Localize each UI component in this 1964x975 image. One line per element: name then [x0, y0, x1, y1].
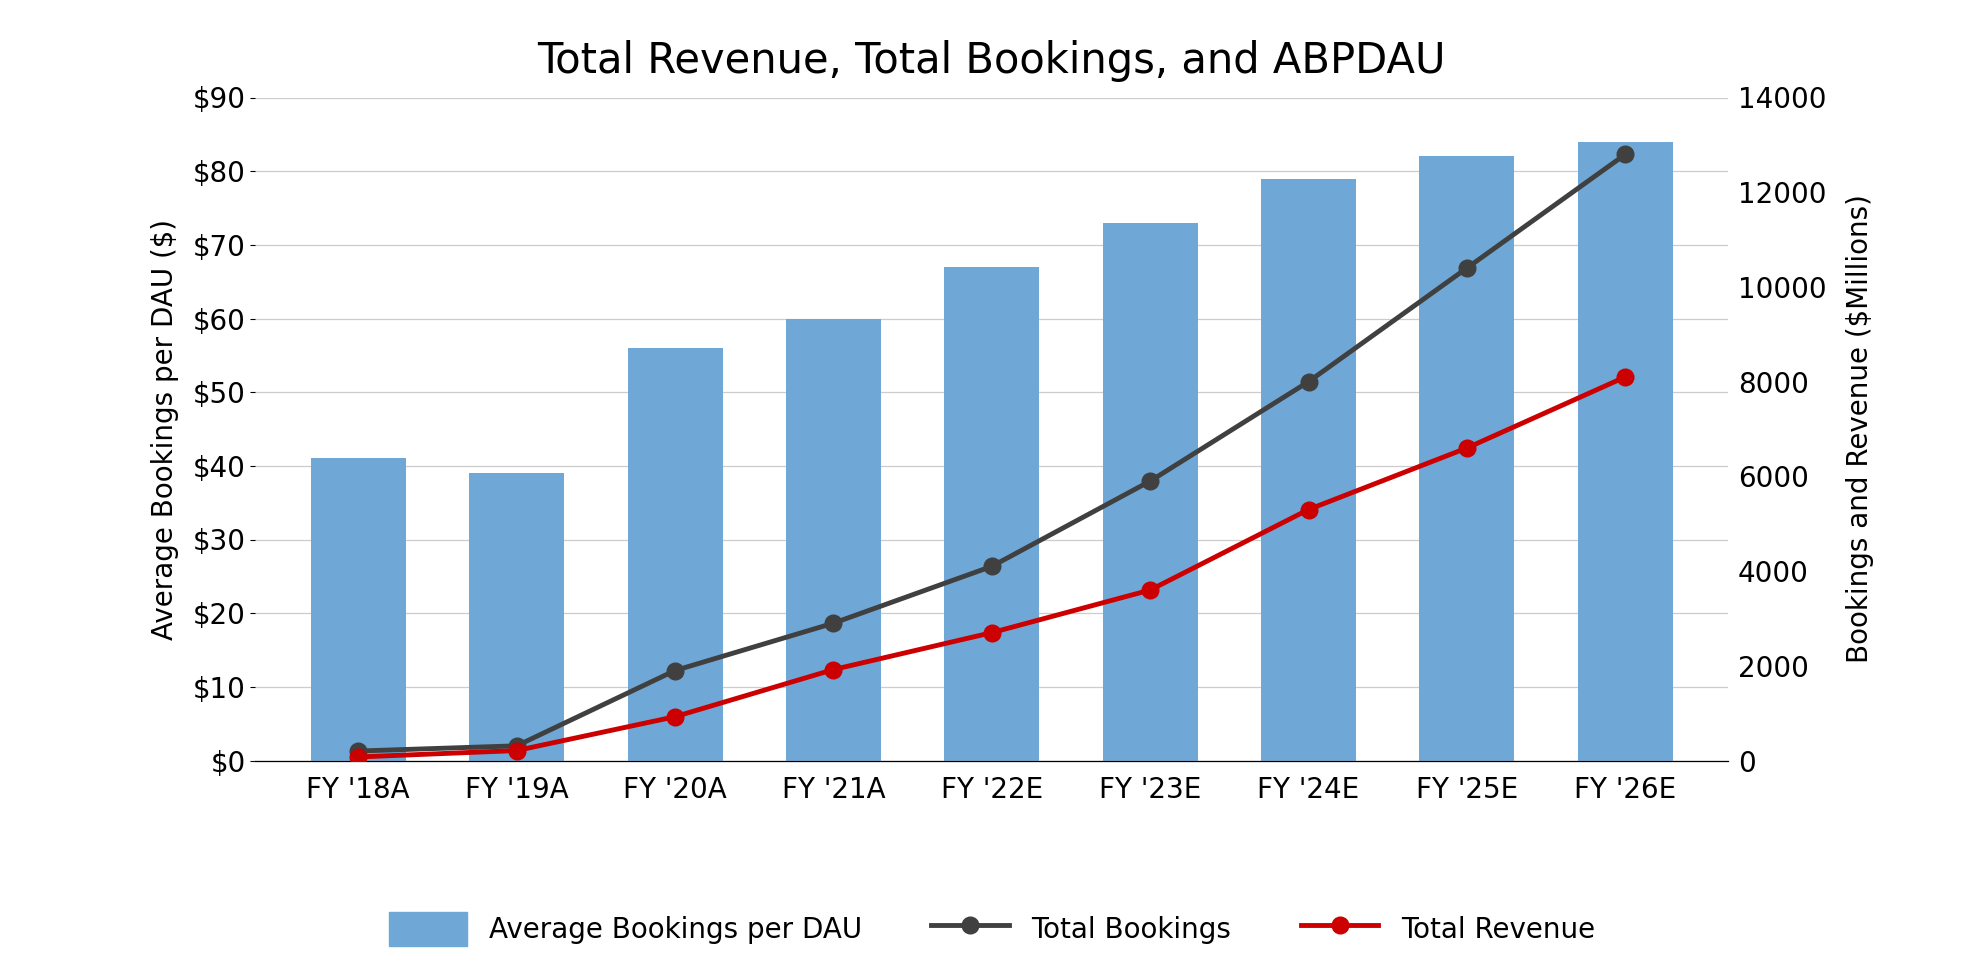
- Bar: [786, 319, 882, 760]
- Y-axis label: Average Bookings per DAU ($): Average Bookings per DAU ($): [151, 218, 179, 640]
- Bar: [1577, 141, 1673, 760]
- Legend: Average Bookings per DAU, Total Bookings, Total Revenue: Average Bookings per DAU, Total Bookings…: [389, 912, 1595, 946]
- Bar: [1420, 156, 1514, 760]
- Y-axis label: Bookings and Revenue ($Millions): Bookings and Revenue ($Millions): [1846, 195, 1874, 663]
- Bar: [628, 348, 723, 760]
- Bar: [1261, 178, 1355, 760]
- Bar: [310, 458, 407, 760]
- Title: Total Revenue, Total Bookings, and ABPDAU: Total Revenue, Total Bookings, and ABPDA…: [538, 40, 1446, 82]
- Bar: [469, 473, 564, 760]
- Bar: [1102, 222, 1198, 760]
- Bar: [945, 267, 1039, 760]
